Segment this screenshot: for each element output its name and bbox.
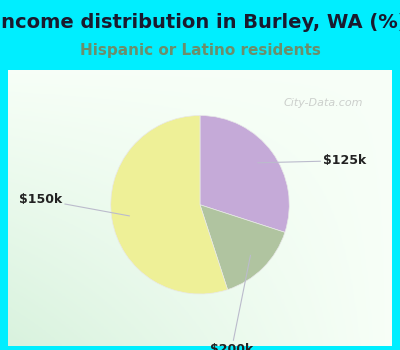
Wedge shape <box>111 116 228 294</box>
Text: $150k: $150k <box>19 193 130 216</box>
Text: City-Data.com: City-Data.com <box>283 98 363 108</box>
Text: Hispanic or Latino residents: Hispanic or Latino residents <box>80 43 320 58</box>
Text: $200k: $200k <box>210 255 253 350</box>
Wedge shape <box>200 205 285 290</box>
Wedge shape <box>200 116 289 232</box>
Text: Income distribution in Burley, WA (%): Income distribution in Burley, WA (%) <box>0 13 400 32</box>
Text: $125k: $125k <box>258 154 366 167</box>
